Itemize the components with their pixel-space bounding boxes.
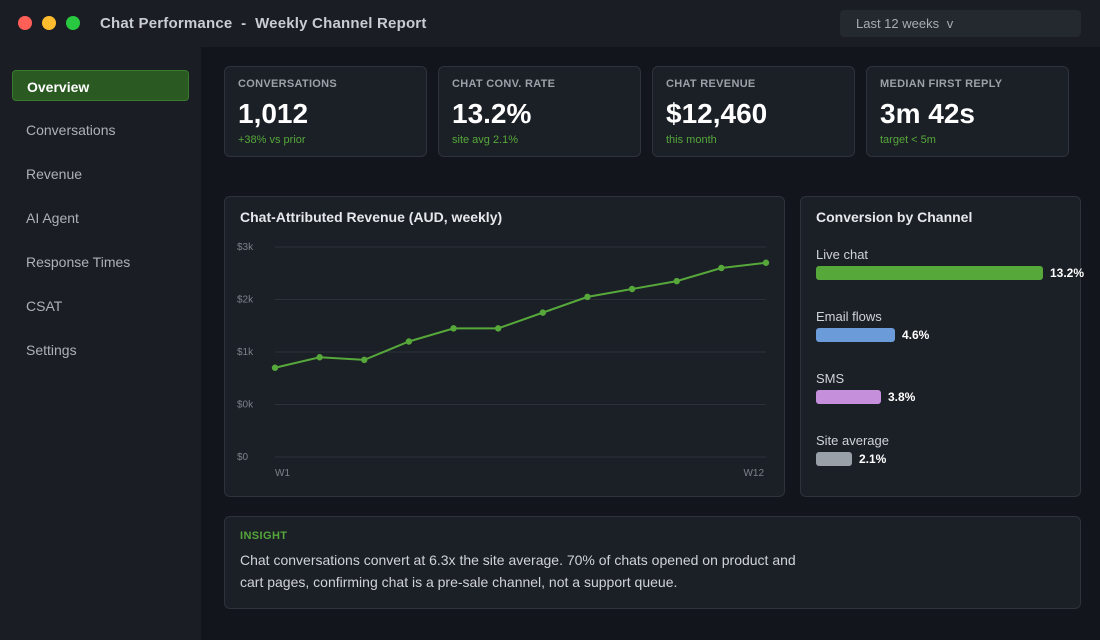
sidebar-item-settings[interactable]: Settings: [26, 342, 77, 358]
date-range-label: Last 12 weeks: [856, 16, 940, 31]
channel-value-label: 13.2%: [1050, 266, 1085, 280]
kpi-label: CONVERSATIONS: [238, 78, 338, 90]
kpi-label: MEDIAN FIRST REPLY: [880, 78, 1003, 90]
revenue-data-point[interactable]: [762, 259, 770, 266]
channel-label: Email flows: [816, 309, 882, 324]
sidebar-item-csat[interactable]: CSAT: [26, 298, 63, 314]
revenue-data-point[interactable]: [539, 309, 547, 316]
channel-bar: [816, 390, 881, 404]
chevron-down-icon: v: [946, 16, 954, 31]
kpi-value: 1,012: [238, 98, 309, 129]
insight-card: INSIGHT Chat conversations convert at 6.…: [224, 516, 1081, 609]
kpi-label: CHAT CONV. RATE: [452, 78, 556, 90]
revenue-data-point[interactable]: [494, 325, 502, 332]
minimize-window-button[interactable]: [42, 16, 56, 30]
channel-bar: [816, 266, 1043, 280]
sidebar: Overview Conversations Revenue AI Agent …: [0, 47, 201, 640]
revenue-data-point[interactable]: [405, 338, 413, 345]
kpi-subtext: site avg 2.1%: [452, 134, 519, 146]
revenue-data-point[interactable]: [673, 277, 680, 285]
revenue-data-point[interactable]: [584, 293, 591, 301]
kpi-card-median-first-reply: MEDIAN FIRST REPLY 3m 42s target < 5m: [866, 66, 1069, 157]
sidebar-item-conversations[interactable]: Conversations: [26, 122, 116, 138]
kpi-value: 3m 42s: [880, 98, 975, 129]
maximize-window-button[interactable]: [66, 16, 80, 30]
insight-text: Chat conversations convert at 6.3x the s…: [240, 552, 796, 590]
sidebar-item-revenue[interactable]: Revenue: [26, 166, 83, 182]
x-tick-label: W12: [743, 468, 764, 479]
y-tick-label: $2k: [237, 295, 254, 306]
revenue-data-point[interactable]: [316, 354, 323, 361]
y-tick-label: $0: [237, 452, 249, 463]
close-window-button[interactable]: [18, 16, 32, 30]
channel-chart-title: Conversion by Channel: [816, 209, 973, 225]
kpi-card-conversations: CONVERSATIONS 1,012 +38% vs prior: [224, 66, 427, 157]
title-bar: Chat Performance - Weekly Channel Report…: [0, 0, 1100, 47]
y-tick-label: $1k: [237, 347, 254, 358]
revenue-series-line: [274, 261, 767, 369]
revenue-chart-title: Chat-Attributed Revenue (AUD, weekly): [240, 209, 503, 225]
revenue-data-point[interactable]: [271, 364, 279, 371]
kpi-subtext: target < 5m: [880, 134, 936, 146]
channel-value-label: 3.8%: [888, 390, 916, 404]
kpi-subtext: this month: [666, 134, 717, 146]
kpi-value: 13.2%: [452, 98, 532, 129]
sidebar-item-ai-agent[interactable]: AI Agent: [26, 210, 79, 226]
y-tick-label: $0k: [237, 400, 254, 411]
x-tick-label: W1: [275, 468, 290, 479]
revenue-data-point[interactable]: [628, 285, 636, 293]
channel-bar: [816, 328, 895, 342]
revenue-data-point[interactable]: [361, 356, 368, 364]
kpi-card-chat-revenue: CHAT REVENUE $12,460 this month: [652, 66, 855, 157]
y-tick-label: $3k: [237, 242, 254, 253]
sidebar-item-response-times[interactable]: Response Times: [26, 254, 131, 270]
window-title: Chat Performance - Weekly Channel Report: [100, 15, 427, 32]
insight-label: INSIGHT: [240, 530, 288, 542]
revenue-line-chart: $0 $0k $1k $2k $3k W1 W12: [237, 242, 770, 479]
channel-conversion-card: Conversion by Channel Live chat 13.2% Emai…: [800, 196, 1085, 497]
date-range-select[interactable]: Last 12 weeks v: [840, 10, 1081, 37]
channel-bar: [816, 452, 852, 466]
channel-label: Live chat: [816, 247, 869, 262]
kpi-subtext: +38% vs prior: [238, 134, 306, 146]
kpi-value: $12,460: [666, 98, 768, 129]
revenue-data-point[interactable]: [450, 325, 457, 332]
channel-label: SMS: [816, 371, 845, 386]
revenue-chart-card: Chat-Attributed Revenue (AUD, weekly) $0…: [224, 196, 785, 497]
channel-value-label: 2.1%: [859, 452, 887, 466]
channel-label: Site average: [816, 433, 889, 448]
revenue-data-point[interactable]: [718, 264, 725, 272]
kpi-card-conversion-rate: CHAT CONV. RATE 13.2% site avg 2.1%: [438, 66, 641, 157]
sidebar-item-overview[interactable]: Overview: [12, 70, 189, 101]
kpi-label: CHAT REVENUE: [666, 78, 756, 90]
channel-value-label: 4.6%: [902, 328, 930, 342]
